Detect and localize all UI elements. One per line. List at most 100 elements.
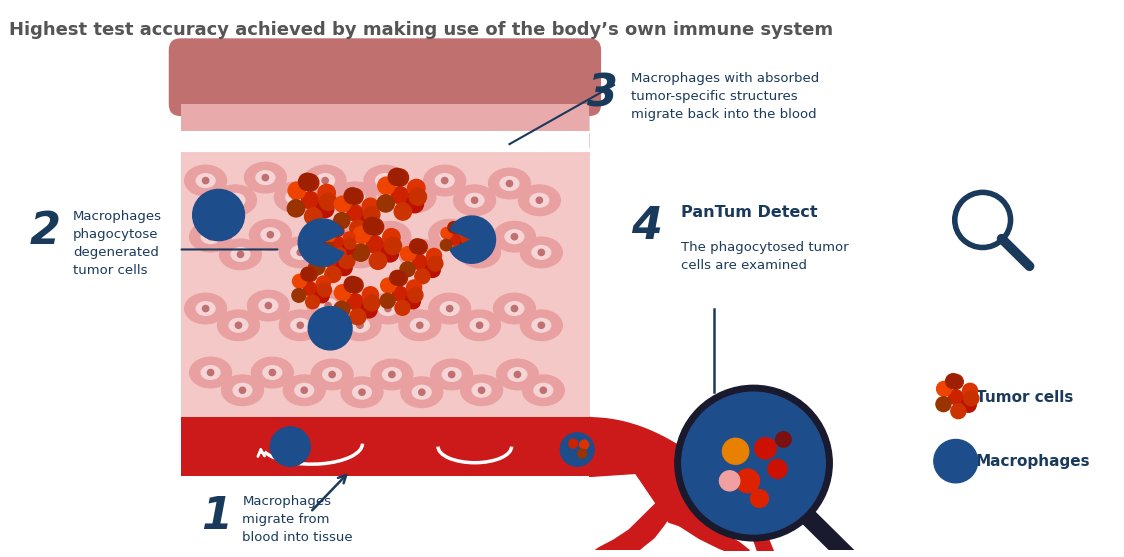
- Circle shape: [299, 173, 316, 190]
- Circle shape: [364, 295, 380, 311]
- Circle shape: [723, 438, 749, 465]
- Circle shape: [350, 309, 366, 325]
- Ellipse shape: [523, 375, 564, 405]
- Circle shape: [357, 250, 363, 256]
- Circle shape: [350, 220, 366, 236]
- Circle shape: [406, 294, 420, 309]
- Circle shape: [306, 295, 319, 309]
- Circle shape: [347, 205, 363, 221]
- Ellipse shape: [413, 385, 432, 399]
- Ellipse shape: [226, 193, 245, 207]
- Text: 2: 2: [29, 210, 61, 253]
- Ellipse shape: [470, 246, 489, 260]
- Ellipse shape: [307, 290, 350, 321]
- Circle shape: [408, 179, 425, 197]
- Ellipse shape: [339, 310, 381, 340]
- Circle shape: [418, 389, 425, 395]
- Circle shape: [318, 283, 332, 297]
- Circle shape: [308, 306, 352, 350]
- Circle shape: [962, 383, 978, 398]
- Text: Highest test accuracy achieved by making use of the body’s own immune system: Highest test accuracy achieved by making…: [9, 21, 834, 39]
- Circle shape: [384, 237, 401, 255]
- Circle shape: [357, 322, 363, 329]
- Circle shape: [297, 322, 303, 329]
- Ellipse shape: [375, 174, 395, 187]
- Circle shape: [327, 232, 334, 238]
- Circle shape: [541, 387, 546, 393]
- Circle shape: [333, 237, 344, 248]
- Circle shape: [415, 269, 429, 284]
- Ellipse shape: [232, 247, 250, 261]
- Ellipse shape: [351, 319, 370, 332]
- Circle shape: [352, 194, 359, 201]
- Circle shape: [446, 232, 453, 238]
- Circle shape: [936, 382, 952, 396]
- Circle shape: [202, 305, 209, 311]
- Circle shape: [208, 369, 214, 375]
- Text: 4: 4: [631, 205, 662, 248]
- Circle shape: [506, 180, 513, 187]
- Circle shape: [347, 277, 363, 293]
- Circle shape: [751, 490, 769, 507]
- Ellipse shape: [428, 219, 471, 250]
- Ellipse shape: [319, 299, 337, 312]
- Wedge shape: [450, 216, 496, 263]
- Polygon shape: [589, 496, 683, 557]
- Circle shape: [395, 300, 410, 315]
- Circle shape: [511, 305, 517, 311]
- Ellipse shape: [283, 375, 325, 405]
- Ellipse shape: [493, 294, 535, 324]
- Circle shape: [462, 235, 473, 246]
- Circle shape: [323, 242, 335, 253]
- Ellipse shape: [197, 302, 215, 315]
- Circle shape: [364, 207, 380, 222]
- Circle shape: [425, 262, 441, 277]
- Bar: [181, 104, 589, 132]
- Circle shape: [538, 250, 544, 256]
- Bar: [181, 149, 589, 417]
- Circle shape: [450, 222, 462, 233]
- Ellipse shape: [459, 237, 500, 268]
- Wedge shape: [298, 219, 344, 266]
- Ellipse shape: [346, 190, 364, 204]
- Circle shape: [366, 218, 383, 236]
- Ellipse shape: [294, 383, 314, 397]
- Circle shape: [560, 433, 595, 466]
- Circle shape: [460, 240, 471, 251]
- Circle shape: [580, 440, 589, 449]
- Ellipse shape: [341, 377, 383, 408]
- Circle shape: [309, 242, 326, 258]
- Circle shape: [324, 231, 335, 242]
- Ellipse shape: [311, 359, 353, 390]
- Bar: [181, 417, 589, 476]
- Circle shape: [735, 469, 760, 492]
- Ellipse shape: [280, 237, 321, 268]
- Circle shape: [409, 188, 426, 206]
- Ellipse shape: [364, 165, 406, 196]
- Circle shape: [945, 374, 961, 389]
- Ellipse shape: [472, 383, 491, 397]
- Ellipse shape: [497, 359, 538, 390]
- Text: Tumor cells: Tumor cells: [976, 390, 1073, 404]
- Circle shape: [315, 289, 329, 303]
- Circle shape: [343, 243, 354, 254]
- Circle shape: [768, 460, 787, 478]
- Circle shape: [271, 427, 310, 466]
- Circle shape: [237, 251, 244, 257]
- Circle shape: [447, 222, 460, 233]
- Circle shape: [329, 372, 335, 378]
- Ellipse shape: [406, 190, 424, 204]
- Circle shape: [390, 270, 405, 285]
- Circle shape: [389, 372, 395, 378]
- Circle shape: [344, 238, 356, 250]
- Text: PanTum Detect: PanTum Detect: [681, 205, 817, 220]
- Circle shape: [448, 372, 455, 378]
- Circle shape: [292, 274, 307, 288]
- Ellipse shape: [247, 290, 289, 321]
- Circle shape: [936, 397, 951, 412]
- Circle shape: [353, 226, 370, 243]
- Ellipse shape: [320, 228, 339, 242]
- Ellipse shape: [309, 219, 351, 250]
- Circle shape: [538, 322, 544, 329]
- Circle shape: [335, 285, 351, 301]
